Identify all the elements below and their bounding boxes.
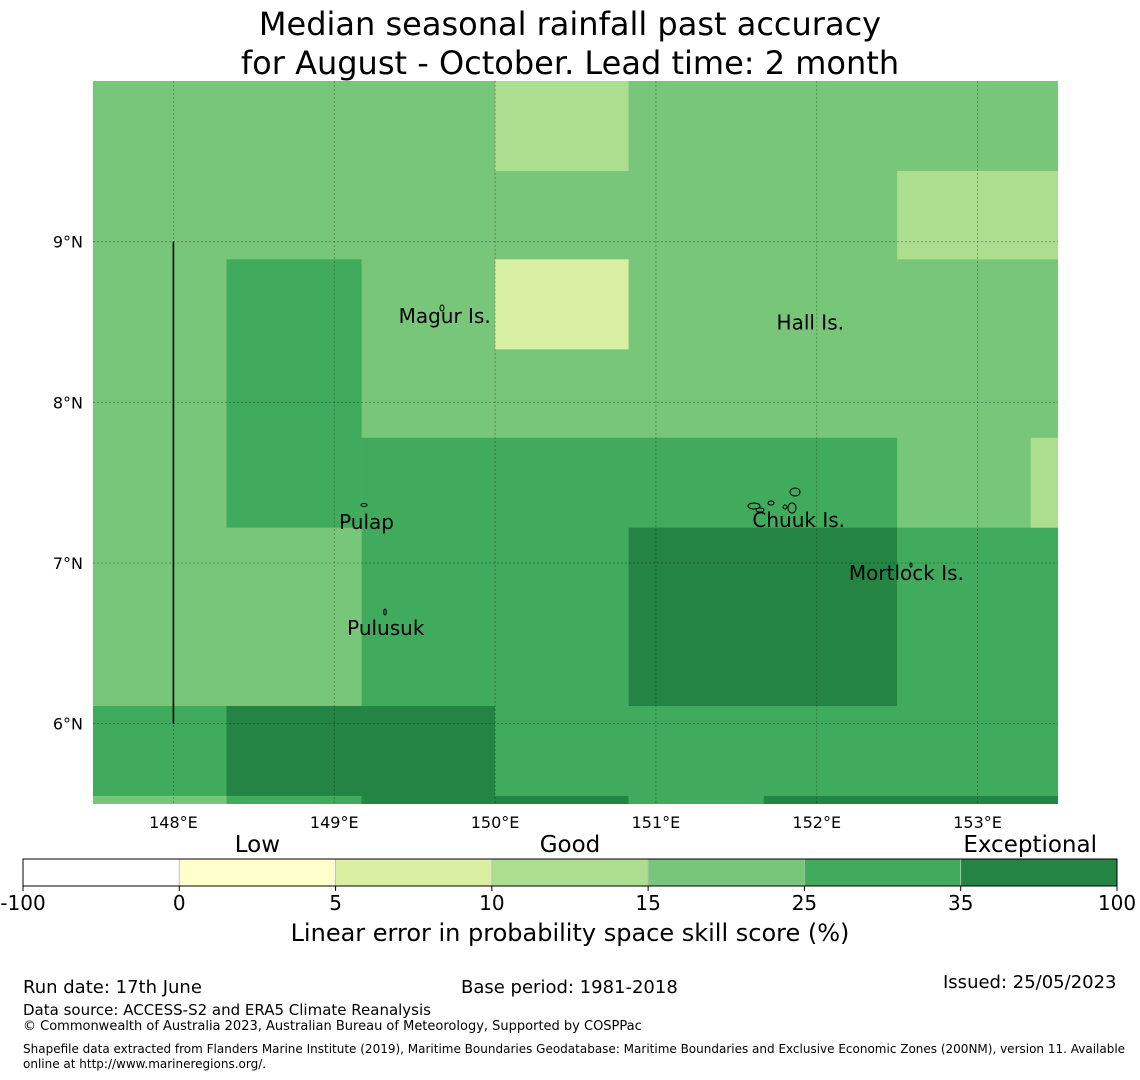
colorbar-legend: -100 0 5 10 15 25 35 100 Low Good Exceptional Linea… (0, 832, 1136, 947)
longitude-tick-label: 151°E (632, 813, 681, 832)
map-title-line-1: Median seasonal rainfall past accuracy (258, 5, 882, 43)
run-date: Run date: 17th June (23, 977, 202, 998)
skill-cell (628, 527, 898, 706)
island-outline (383, 608, 387, 616)
colorbar-segment (335, 858, 493, 887)
colorbar-segment (22, 858, 180, 887)
data-source: Data source: ACCESS-S2 and ERA5 Climate … (23, 1001, 431, 1019)
place-label: Hall Is. (777, 311, 844, 335)
island-outline (789, 487, 801, 497)
skill-cell (93, 705, 227, 796)
colorbar-axis-label: Linear error in probability space skill … (291, 919, 850, 947)
island-outline (767, 500, 775, 506)
base-period: Base period: 1981-2018 (461, 977, 678, 998)
colorbar-tick-label: 5 (329, 891, 342, 915)
colorbar-tick-label: 15 (635, 891, 660, 915)
island-outline (755, 507, 765, 513)
place-label: Magur Is. (399, 304, 491, 328)
copyright: © Commonwealth of Australia 2023, Austra… (23, 1019, 642, 1034)
island-outline (909, 562, 913, 568)
colorbar-segment (491, 858, 649, 887)
skill-cell (763, 795, 1058, 804)
island-outline (787, 502, 797, 514)
colorbar-segment (178, 858, 336, 887)
skill-cell (93, 795, 227, 804)
shapefile-credit-line-1: Shapefile data extracted from Flanders M… (23, 1042, 1126, 1056)
longitude-tick-label: 149°E (310, 813, 359, 832)
map-title-line-2: for August - October. Lead time: 2 month (240, 44, 900, 82)
skill-cell (897, 170, 1058, 260)
longitude-tick-label: 150°E (471, 813, 520, 832)
skill-cell (1030, 437, 1058, 528)
skill-cell (495, 81, 629, 171)
latitude-tick-label: 9°N (53, 233, 83, 252)
island-outline (439, 304, 445, 312)
colorbar-tick-label: 25 (792, 891, 817, 915)
skill-cell (495, 259, 629, 350)
colorbar-tick-label: -100 (0, 891, 45, 915)
longitude-tick-label: 152°E (792, 813, 841, 832)
colorbar-tick-label: 10 (479, 891, 504, 915)
latitude-tick-label: 7°N (53, 554, 83, 573)
island-outline (747, 502, 761, 510)
latitude-tick-label: 8°N (53, 393, 83, 412)
colorbar-tick-label: 35 (948, 891, 973, 915)
place-label: Chuuk Is. (752, 508, 845, 532)
place-label: Pulap (339, 510, 394, 534)
skill-cell (226, 705, 496, 796)
category-label-exceptional: Exceptional (963, 832, 1097, 858)
place-label: Pulusuk (347, 616, 425, 640)
shapefile-credit-line-2: online at http://www.marineregions.org/. (23, 1057, 267, 1071)
island-outline (360, 503, 368, 507)
skill-cell (495, 705, 1058, 796)
skill-cell (226, 259, 362, 528)
longitude-tick-label: 153°E (953, 813, 1002, 832)
colorbar-segment (804, 858, 962, 887)
colorbar-segment (647, 858, 805, 887)
skill-cell (628, 795, 764, 804)
island-outline (782, 504, 788, 510)
issued-date: Issued: 25/05/2023 (943, 972, 1117, 993)
place-label: Mortlock Is. (849, 561, 964, 585)
category-label-good: Good (540, 832, 601, 858)
colorbar-segment (960, 858, 1118, 887)
skill-cell (361, 795, 629, 804)
map-area: 148°E 149°E 150°E 151°E 152°E 153°E 9°N 8°N 7°N 6… (53, 81, 1058, 832)
colorbar-tick-label: 100 (1098, 891, 1136, 915)
category-label-low: Low (235, 832, 280, 858)
colorbar-frame (22, 858, 1118, 887)
longitude-tick-label: 148°E (149, 813, 198, 832)
latitude-tick-label: 6°N (53, 715, 83, 734)
colorbar-tick-label: 0 (173, 891, 186, 915)
skill-score-map: 148°E 149°E 150°E 151°E 152°E 153°E 9°N 8°N 7°N 6… (0, 81, 1136, 947)
skill-cell (226, 795, 362, 804)
